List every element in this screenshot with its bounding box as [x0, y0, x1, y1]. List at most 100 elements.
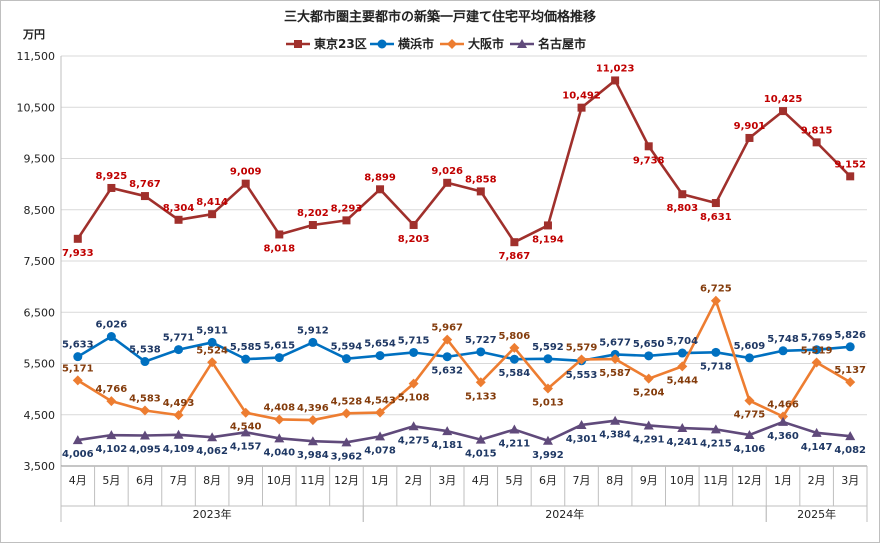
- data-label: 8,925: [96, 171, 128, 182]
- series-line: [76, 79, 852, 244]
- data-point: [576, 354, 587, 365]
- data-point: [643, 420, 654, 430]
- data-point: [139, 405, 150, 416]
- data-label: 4,095: [129, 445, 161, 456]
- y-tick-label: 6,500: [24, 306, 56, 319]
- data-label: 6,026: [96, 320, 128, 331]
- data-point: [778, 411, 789, 422]
- data-point: [443, 178, 452, 187]
- data-label: 5,967: [431, 323, 463, 334]
- data-label: 4,275: [398, 435, 430, 446]
- data-point: [678, 190, 687, 199]
- x-tick-label: 11月: [300, 474, 325, 487]
- data-label: 9,901: [734, 121, 766, 132]
- data-label: 5,585: [230, 342, 262, 353]
- series-line: [77, 335, 851, 363]
- data-point: [677, 361, 688, 372]
- x-tick-label: 12月: [334, 474, 359, 487]
- data-label: 4,102: [96, 444, 128, 455]
- data-label: 7,933: [62, 248, 94, 259]
- data-label: 5,444: [666, 375, 698, 386]
- data-label: 4,775: [734, 410, 766, 421]
- data-point: [475, 377, 486, 388]
- data-point: [577, 103, 586, 112]
- data-label: 8,899: [364, 172, 396, 183]
- legend-label: 名古屋市: [538, 36, 586, 51]
- data-label: 5,632: [431, 366, 463, 377]
- data-point: [207, 357, 218, 368]
- data-point: [710, 295, 721, 306]
- data-point: [107, 183, 116, 192]
- data-point: [307, 415, 318, 426]
- data-label: 5,519: [801, 346, 833, 357]
- data-label: 5,171: [62, 363, 94, 374]
- legend-label: 大阪市: [468, 36, 504, 51]
- data-label: 4,408: [263, 402, 295, 413]
- data-label: 4,543: [364, 396, 396, 407]
- data-label: 4,106: [734, 444, 766, 455]
- data-label: 9,152: [834, 159, 866, 170]
- x-tick-label: 9月: [237, 474, 255, 487]
- data-label: 5,911: [196, 325, 228, 336]
- data-point: [542, 435, 553, 445]
- data-label: 5,715: [398, 335, 430, 346]
- data-point: [376, 185, 385, 194]
- data-point: [174, 215, 183, 224]
- data-label: 9,738: [633, 155, 665, 166]
- data-point: [509, 342, 520, 353]
- data-label: 4,384: [599, 430, 631, 441]
- data-point: [542, 383, 553, 394]
- data-label: 8,202: [297, 208, 329, 219]
- data-label: 5,748: [767, 334, 799, 345]
- data-label: 4,062: [196, 446, 228, 457]
- data-label: 8,767: [129, 179, 161, 190]
- legend: 東京23区 横浜市 大阪市 名古屋市: [286, 36, 586, 51]
- data-label: 4,006: [62, 449, 94, 460]
- data-point: [711, 199, 720, 208]
- data-label: 5,650: [633, 339, 665, 350]
- data-point: [845, 431, 856, 441]
- data-point: [342, 216, 351, 225]
- x-tick-label: 6月: [539, 474, 557, 487]
- data-point: [174, 345, 184, 355]
- data-point: [846, 172, 855, 181]
- legend-marker: [517, 39, 527, 48]
- data-point: [341, 354, 351, 364]
- data-label: 5,524: [196, 345, 228, 356]
- data-label: 4,082: [834, 445, 866, 456]
- data-label: 8,018: [263, 243, 295, 254]
- data-point: [677, 348, 687, 358]
- data-label: 10,492: [562, 91, 601, 102]
- data-label: 4,241: [666, 437, 698, 448]
- data-point: [173, 410, 184, 421]
- data-point: [106, 430, 117, 440]
- data-point: [476, 347, 486, 357]
- data-point: [409, 347, 419, 357]
- y-axis-unit: 万円: [22, 28, 45, 41]
- data-label: 5,553: [566, 370, 598, 381]
- x-tick-label: 7月: [170, 474, 188, 487]
- data-point: [307, 436, 318, 446]
- y-tick-label: 3,500: [24, 460, 56, 473]
- data-point: [611, 76, 620, 85]
- x-tick-label: 3月: [438, 474, 456, 487]
- series-lines: [72, 76, 856, 447]
- data-label: 5,609: [734, 341, 766, 352]
- data-label: 4,360: [767, 431, 799, 442]
- data-point: [241, 354, 251, 364]
- data-label: 5,677: [599, 337, 631, 348]
- y-axis-ticks: 3,500 4,500 5,500 6,500 7,500 8,500 9,500 10,50…: [17, 50, 56, 473]
- year-label: 2024年: [545, 507, 584, 521]
- data-point: [644, 142, 653, 151]
- data-point: [208, 210, 217, 219]
- data-label: 5,615: [263, 341, 295, 352]
- x-tick-label: 6月: [136, 474, 154, 487]
- x-tick-label: 7月: [573, 474, 591, 487]
- data-label: 5,538: [129, 345, 161, 356]
- data-point: [274, 353, 284, 363]
- data-label: 5,769: [801, 333, 833, 344]
- data-label: 9,026: [431, 166, 463, 177]
- data-point: [275, 230, 284, 239]
